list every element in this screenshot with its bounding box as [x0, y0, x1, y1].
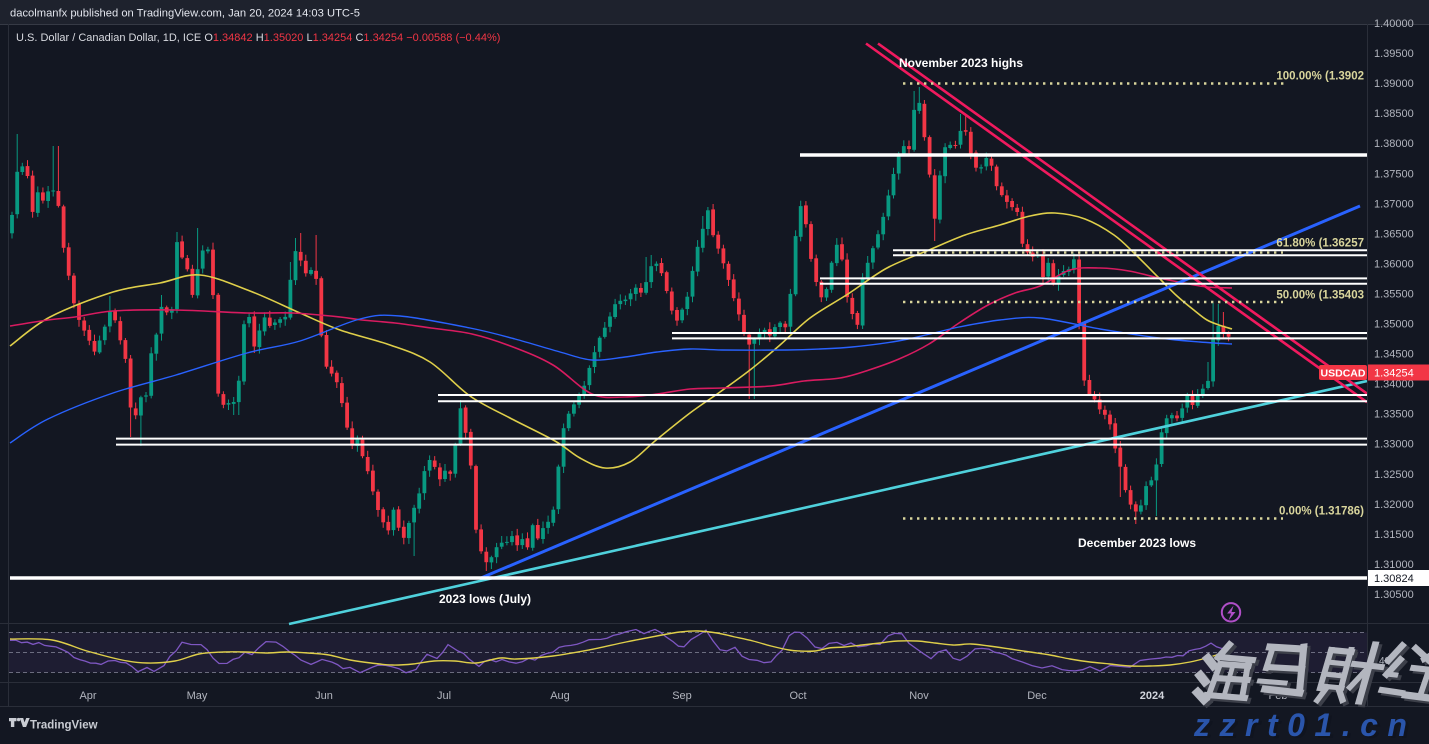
svg-text:1.35000: 1.35000 — [1374, 319, 1414, 331]
svg-text:2024: 2024 — [1140, 690, 1165, 702]
svg-text:61.80% (1.36257: 61.80% (1.36257 — [1276, 238, 1364, 250]
svg-text:1.40000: 1.40000 — [1374, 18, 1414, 30]
svg-text:Sep: Sep — [672, 690, 692, 702]
svg-text:U.S. Dollar / Canadian Dollar,: U.S. Dollar / Canadian Dollar, 1D, ICE O… — [16, 32, 500, 44]
svg-text:dacolmanfx published on Tradin: dacolmanfx published on TradingView.com,… — [10, 8, 360, 20]
svg-text:December 2023 lows: December 2023 lows — [1078, 536, 1196, 550]
svg-text:1.34254: 1.34254 — [1374, 368, 1414, 380]
svg-text:1.34000: 1.34000 — [1374, 379, 1414, 391]
svg-text:1.32500: 1.32500 — [1374, 469, 1414, 481]
svg-text:1.38000: 1.38000 — [1374, 138, 1414, 150]
svg-text:TradingView: TradingView — [30, 720, 98, 732]
svg-text:1.37500: 1.37500 — [1374, 168, 1414, 180]
svg-text:November 2023 highs: November 2023 highs — [899, 56, 1023, 70]
svg-text:1.39000: 1.39000 — [1374, 78, 1414, 90]
svg-text:1.34500: 1.34500 — [1374, 349, 1414, 361]
svg-text:1.32000: 1.32000 — [1374, 499, 1414, 511]
svg-text:1.37000: 1.37000 — [1374, 198, 1414, 210]
svg-text:Aug: Aug — [550, 690, 570, 702]
svg-text:May: May — [187, 690, 208, 702]
svg-text:Dec: Dec — [1027, 690, 1047, 702]
svg-text:Nov: Nov — [909, 690, 929, 702]
svg-text:Oct: Oct — [789, 690, 806, 702]
svg-text:1.38500: 1.38500 — [1374, 108, 1414, 120]
svg-text:Jun: Jun — [315, 690, 333, 702]
svg-text:1.30500: 1.30500 — [1374, 589, 1414, 601]
svg-text:1.39500: 1.39500 — [1374, 48, 1414, 60]
svg-text:Apr: Apr — [79, 690, 96, 702]
svg-text:zzrt01.cn: zzrt01.cn — [1193, 707, 1416, 739]
svg-text:1.36500: 1.36500 — [1374, 228, 1414, 240]
svg-text:50.00% (1.35403: 50.00% (1.35403 — [1276, 290, 1364, 302]
svg-text:1.30824: 1.30824 — [1374, 573, 1414, 585]
svg-text:1.33500: 1.33500 — [1374, 409, 1414, 421]
svg-text:Jul: Jul — [437, 690, 451, 702]
svg-text:USDCAD: USDCAD — [1321, 368, 1366, 380]
svg-text:zzrt01.cn: zzrt01.cn — [1196, 709, 1419, 739]
svg-text:0.00% (1.31786): 0.00% (1.31786) — [1279, 506, 1364, 518]
svg-text:1.36000: 1.36000 — [1374, 258, 1414, 270]
svg-text:1.35500: 1.35500 — [1374, 289, 1414, 301]
svg-text:100.00% (1.3902: 100.00% (1.3902 — [1276, 71, 1364, 83]
svg-text:2023 lows (July): 2023 lows (July) — [439, 592, 531, 606]
svg-text:1.31500: 1.31500 — [1374, 529, 1414, 541]
svg-text:1.31000: 1.31000 — [1374, 559, 1414, 571]
svg-text:1.33000: 1.33000 — [1374, 439, 1414, 451]
